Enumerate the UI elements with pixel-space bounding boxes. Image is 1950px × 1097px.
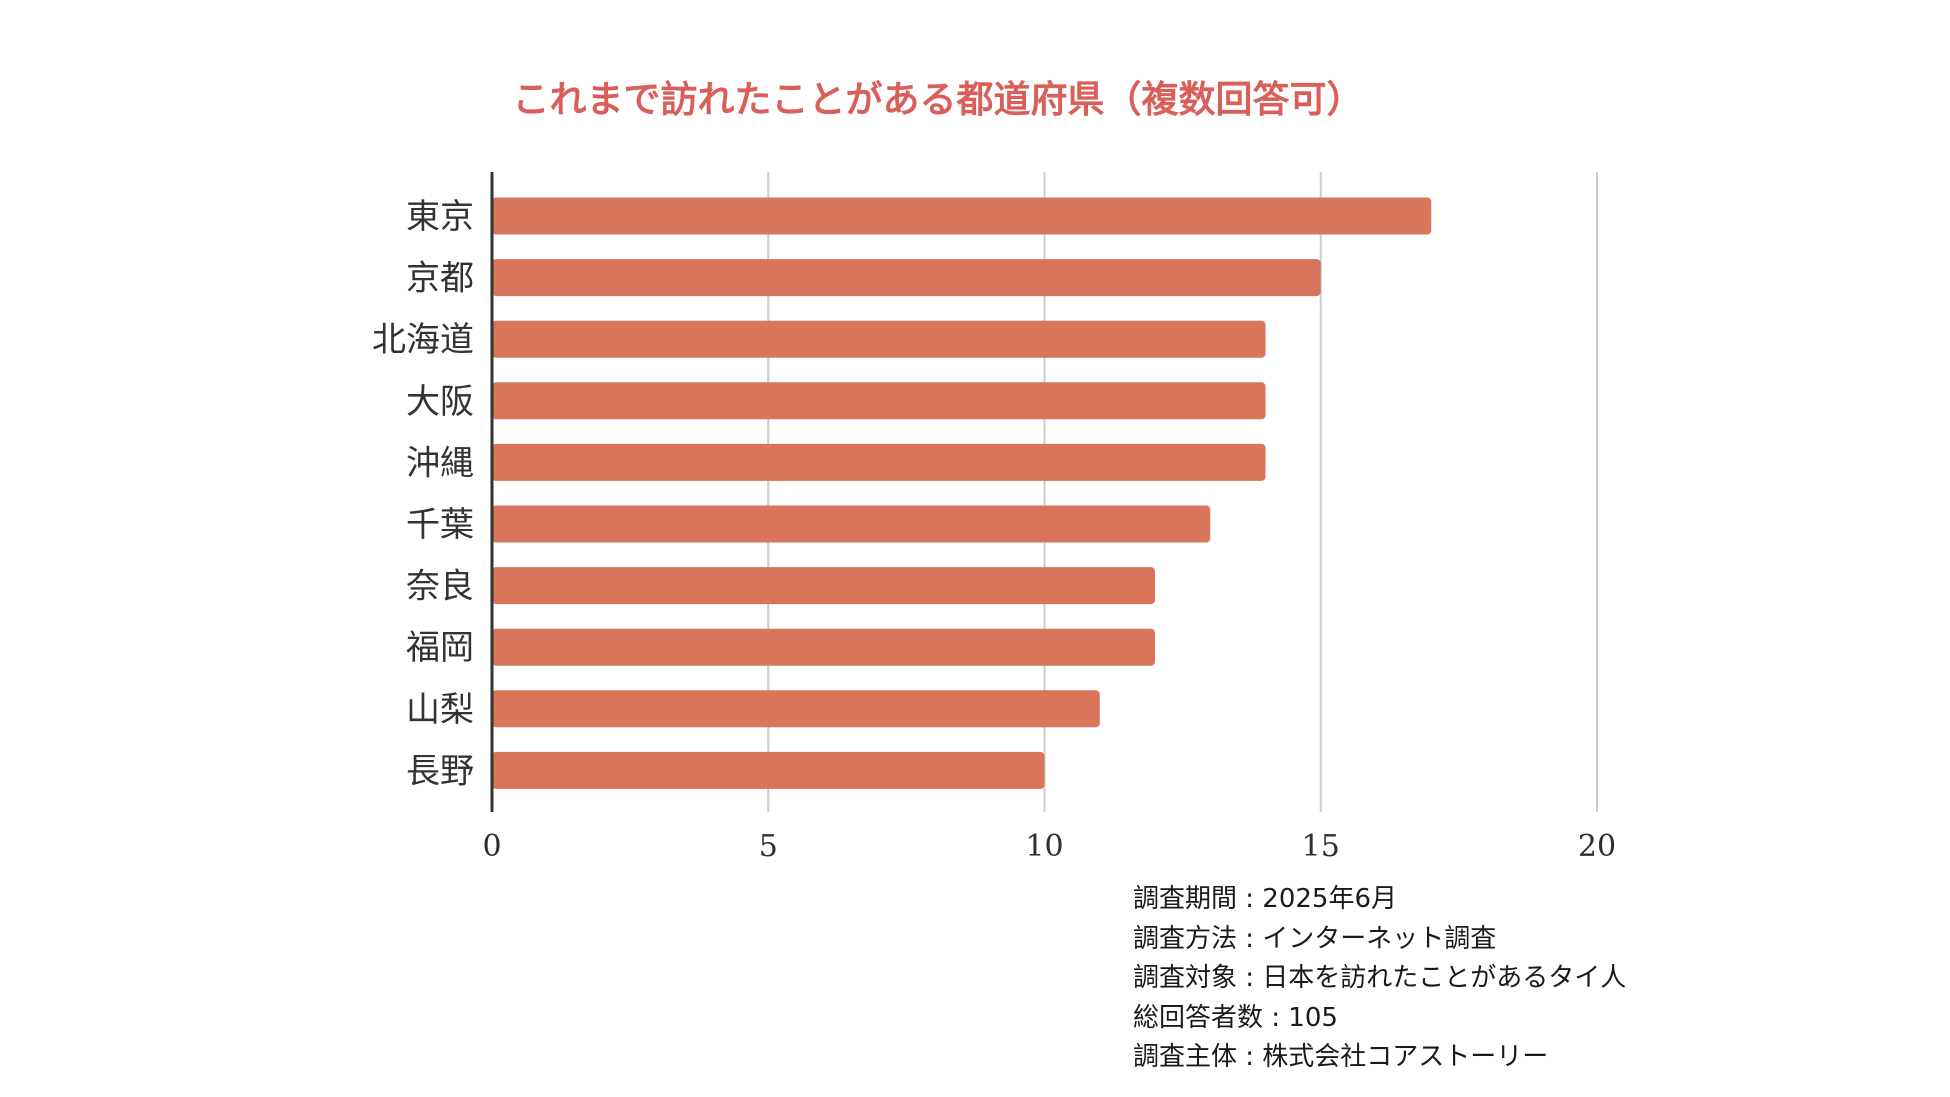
category-label-京都: 京都 [406, 259, 474, 299]
bar-奈良 [492, 567, 1155, 605]
survey-organizer-note: 調査主体 : 株式会社コアストーリー [1133, 1042, 1549, 1072]
category-label-大阪: 大阪 [406, 382, 474, 422]
category-label-山梨: 山梨 [406, 690, 474, 730]
x-tick-0: 0 [482, 829, 501, 864]
survey-notes: 調査期間 : 2025年6月 調査方法 : インターネット調査 調査対象 : 日… [1133, 880, 1626, 1078]
bar-福岡 [492, 628, 1155, 666]
x-tick-10: 10 [1025, 829, 1063, 864]
bar-長野 [492, 751, 1045, 789]
category-label-長野: 長野 [406, 751, 474, 791]
respondent-count-note: 総回答者数 : 105 [1133, 1002, 1338, 1033]
x-tick-20: 20 [1578, 829, 1616, 864]
chart-title: これまで訪れたことがある都道府県（複数回答可） [513, 78, 1364, 121]
category-label-沖縄: 沖縄 [406, 443, 474, 483]
category-label-奈良: 奈良 [406, 567, 474, 607]
survey-target-note: 調査対象 : 日本を訪れたことがあるタイ人 [1133, 963, 1627, 993]
category-label-北海道: 北海道 [372, 320, 474, 360]
survey-period-note: 調査期間 : 2025年6月 [1133, 884, 1397, 914]
bar-北海道 [492, 320, 1266, 358]
category-label-東京: 東京 [406, 197, 474, 237]
x-tick-5: 5 [759, 829, 778, 864]
category-label-千葉: 千葉 [406, 505, 474, 545]
bar-沖縄 [492, 443, 1266, 481]
x-tick-15: 15 [1302, 829, 1340, 864]
survey-method-note: 調査方法 : インターネット調査 [1133, 923, 1497, 954]
bar-千葉 [492, 505, 1211, 543]
x-tick-labels: 0 5 10 15 20 [482, 829, 1616, 864]
bar-大阪 [492, 382, 1266, 420]
bar-山梨 [492, 690, 1100, 728]
bar-東京 [492, 197, 1432, 235]
bar-京都 [492, 259, 1321, 297]
category-label-福岡: 福岡 [406, 628, 474, 668]
bars [492, 197, 1432, 789]
